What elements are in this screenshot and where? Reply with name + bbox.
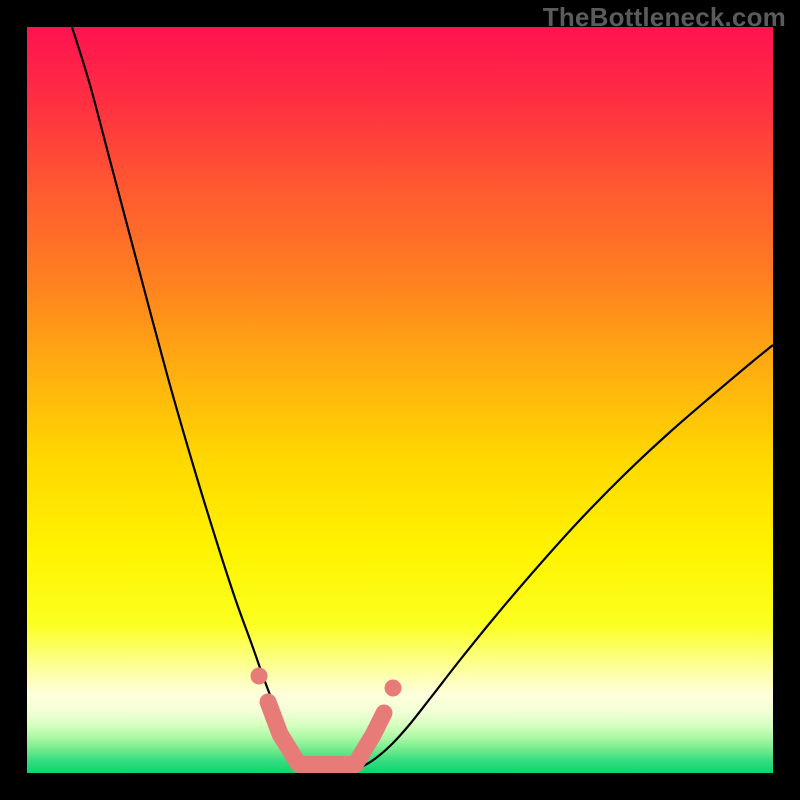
plot-gradient-background	[27, 27, 773, 773]
sweet-spot-base	[290, 756, 364, 773]
sweet-spot-dot	[251, 668, 268, 685]
watermark-text: TheBottleneck.com	[543, 2, 786, 33]
chart-svg	[0, 0, 800, 800]
sweet-spot-dot	[385, 680, 402, 697]
